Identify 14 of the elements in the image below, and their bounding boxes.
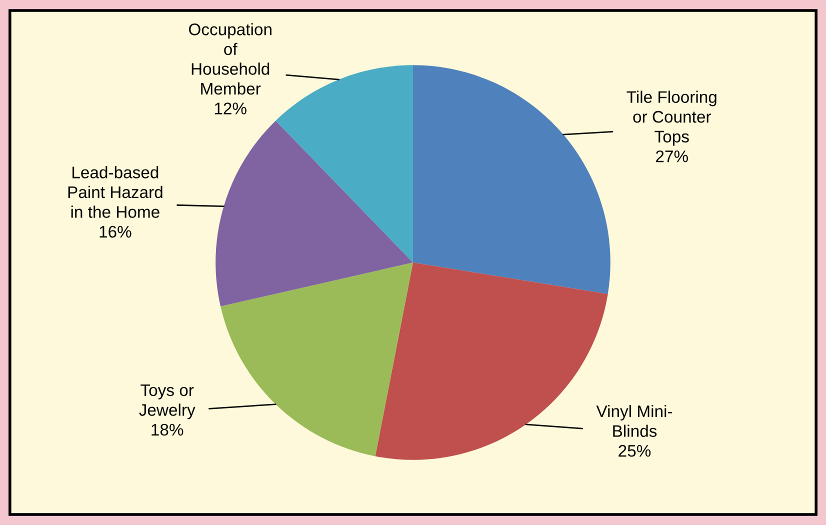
pie-slice xyxy=(216,120,413,306)
data-label: 12% xyxy=(214,102,246,114)
pie-slice xyxy=(220,262,413,456)
slice-label: Toys or Jewelry xyxy=(139,384,196,420)
slice-label: Occupation of Household Member xyxy=(188,23,272,95)
slice-label: Tile Flooring or Counter Tops xyxy=(626,90,716,146)
slice-label: Lead-based Paint Hazard in the Home xyxy=(68,166,162,218)
slice-label: Vinyl Mini- Blinds xyxy=(596,404,672,437)
data-label: 27% xyxy=(656,150,688,162)
data-label: 25% xyxy=(618,444,651,457)
data-label: 18% xyxy=(152,424,184,436)
pie-slice xyxy=(276,65,413,262)
data-label: 16% xyxy=(100,226,132,238)
pie-slice xyxy=(413,65,610,294)
